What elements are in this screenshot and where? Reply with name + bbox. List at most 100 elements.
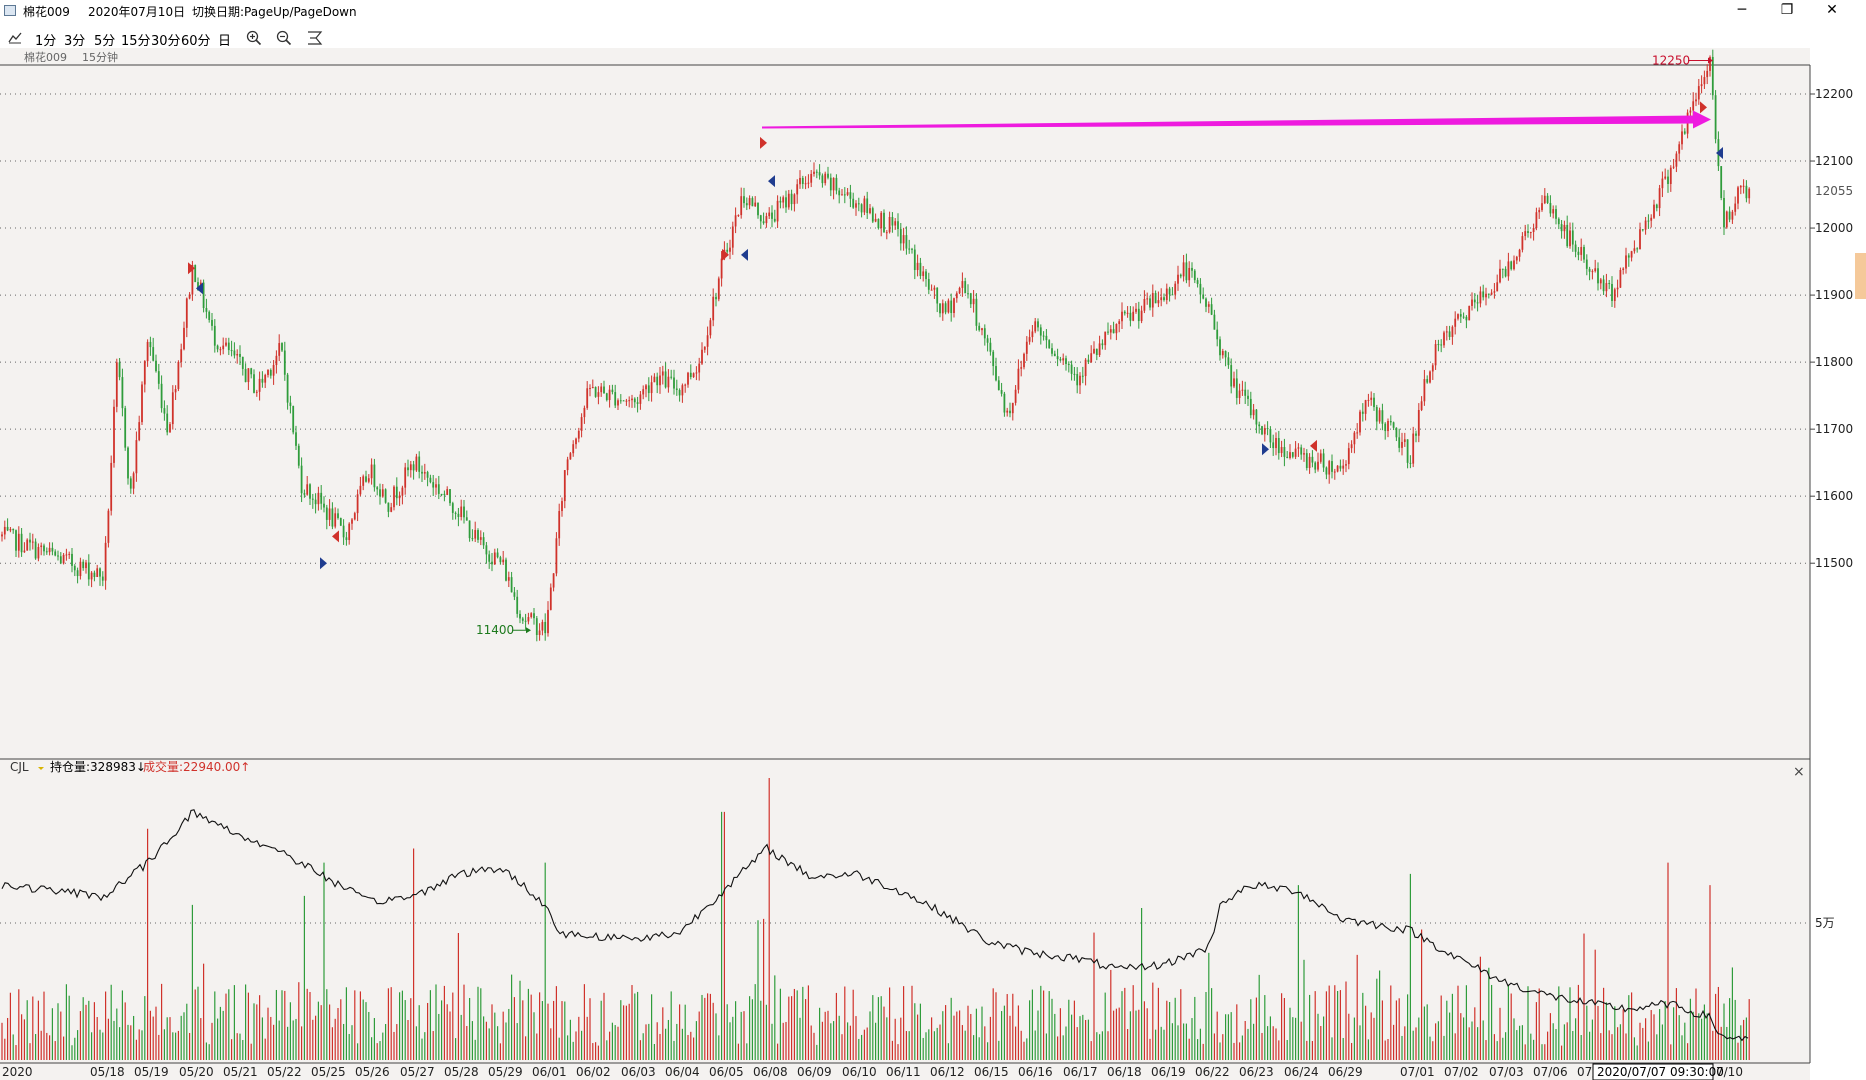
candle-body bbox=[283, 350, 286, 375]
scroll-indicator[interactable] bbox=[1855, 253, 1866, 299]
candle-body bbox=[219, 349, 222, 351]
candle-body bbox=[1235, 378, 1238, 398]
candle-body bbox=[1678, 144, 1681, 154]
candle-body bbox=[423, 472, 426, 474]
period-5min-button[interactable]: 5分 bbox=[94, 34, 116, 49]
candle-body bbox=[1003, 393, 1006, 413]
candle-body bbox=[519, 613, 521, 619]
chart-area[interactable]: 棉花009 15分钟 11500 11600 11700 11800 11900 1200… bbox=[0, 48, 1866, 1080]
period-1min-button[interactable]: 1分 bbox=[35, 34, 57, 49]
candle-body bbox=[1605, 283, 1608, 292]
candle-body bbox=[1112, 329, 1115, 334]
candle-body bbox=[575, 438, 577, 445]
zoom-in-icon[interactable] bbox=[246, 30, 262, 46]
candle-body bbox=[1675, 153, 1678, 167]
signal-marker bbox=[760, 136, 767, 149]
candle-body bbox=[255, 391, 258, 393]
candle-body bbox=[1311, 456, 1314, 463]
time-tick-label: 07/02 bbox=[1444, 1065, 1479, 1079]
trend-arrow-shaft bbox=[762, 115, 1695, 129]
candle-body bbox=[1076, 373, 1079, 386]
period-30min-button[interactable]: 30分 bbox=[151, 34, 181, 49]
candle-body bbox=[482, 537, 485, 546]
candle-body bbox=[611, 389, 614, 393]
candle-body bbox=[1191, 267, 1193, 271]
candle-body bbox=[1353, 432, 1356, 445]
candle-body bbox=[992, 351, 995, 367]
candle-body bbox=[1297, 447, 1300, 449]
candle-body bbox=[1300, 447, 1303, 455]
time-tick-label: 7/10 bbox=[1716, 1065, 1743, 1079]
candle-body bbox=[1378, 410, 1381, 422]
period-15min-button[interactable]: 15分 bbox=[121, 34, 151, 49]
indicator-close-icon[interactable]: × bbox=[1793, 764, 1805, 780]
candle-body bbox=[1555, 209, 1557, 219]
candle-body bbox=[359, 485, 362, 495]
candle-body bbox=[799, 177, 801, 185]
candle-body bbox=[995, 366, 997, 381]
candle-body bbox=[135, 440, 138, 474]
candle-body bbox=[1182, 262, 1185, 277]
candle-body bbox=[771, 212, 773, 219]
candle-body bbox=[1723, 197, 1725, 228]
minimize-button[interactable]: ─ bbox=[1737, 2, 1747, 18]
candle-body bbox=[664, 371, 667, 388]
time-tick-label: 06/01 bbox=[532, 1065, 567, 1079]
candle-body bbox=[454, 512, 457, 514]
candle-body bbox=[776, 200, 779, 222]
candle-body bbox=[1216, 329, 1219, 340]
candle-body bbox=[975, 298, 978, 326]
candle-body bbox=[1051, 348, 1053, 354]
candle-body bbox=[521, 618, 524, 621]
candle-body bbox=[1322, 453, 1325, 468]
candle-body bbox=[894, 221, 897, 226]
candle-body bbox=[20, 533, 23, 553]
time-tick-label: 06/02 bbox=[576, 1065, 611, 1079]
zoom-out-icon[interactable] bbox=[276, 30, 292, 46]
candle-body bbox=[883, 212, 885, 233]
time-tick-label: 06/23 bbox=[1239, 1065, 1274, 1079]
restore-button[interactable]: ❐ bbox=[1780, 2, 1794, 18]
candle-body bbox=[678, 389, 681, 396]
candle-body bbox=[1417, 409, 1420, 436]
candle-body bbox=[395, 486, 398, 499]
candle-body bbox=[1219, 339, 1221, 356]
candle-body bbox=[496, 552, 499, 558]
candle-body bbox=[468, 520, 471, 539]
candle-body bbox=[712, 296, 715, 321]
candle-body bbox=[594, 387, 597, 397]
candle-body bbox=[1042, 335, 1045, 337]
period-60min-button[interactable]: 60分 bbox=[181, 34, 211, 49]
candle-body bbox=[1062, 358, 1065, 361]
candle-body bbox=[1213, 314, 1216, 330]
candle-body bbox=[309, 484, 311, 499]
candle-body bbox=[479, 537, 482, 540]
line-chart-icon[interactable] bbox=[8, 30, 22, 44]
candle-body bbox=[687, 372, 689, 385]
close-button[interactable]: ✕ bbox=[1826, 2, 1838, 18]
candle-body bbox=[1118, 321, 1121, 324]
indicator-dropdown-icon[interactable] bbox=[38, 767, 44, 770]
reset-zoom-icon[interactable] bbox=[306, 30, 324, 46]
candle-body bbox=[1319, 453, 1322, 462]
candle-body bbox=[437, 484, 440, 494]
candle-body bbox=[269, 369, 272, 376]
candle-body bbox=[1305, 453, 1308, 468]
candle-body bbox=[353, 513, 356, 520]
candle-body bbox=[737, 215, 740, 217]
price-tick-label: 11600 bbox=[1815, 489, 1853, 503]
candle-body bbox=[463, 506, 465, 518]
candle-body bbox=[9, 528, 12, 531]
period-day-button[interactable]: 日 bbox=[218, 34, 232, 49]
period-3min-button[interactable]: 3分 bbox=[64, 34, 86, 49]
candle-body bbox=[818, 172, 821, 176]
candle-body bbox=[1023, 353, 1025, 368]
time-tick-label: 06/08 bbox=[753, 1065, 788, 1079]
candle-body bbox=[832, 177, 835, 191]
candle-body bbox=[1468, 305, 1471, 321]
candle-body bbox=[1490, 292, 1493, 295]
candle-body bbox=[717, 278, 720, 300]
time-tick-label: 06/15 bbox=[974, 1065, 1009, 1079]
candle-body bbox=[398, 495, 401, 499]
candle-body bbox=[513, 592, 516, 597]
